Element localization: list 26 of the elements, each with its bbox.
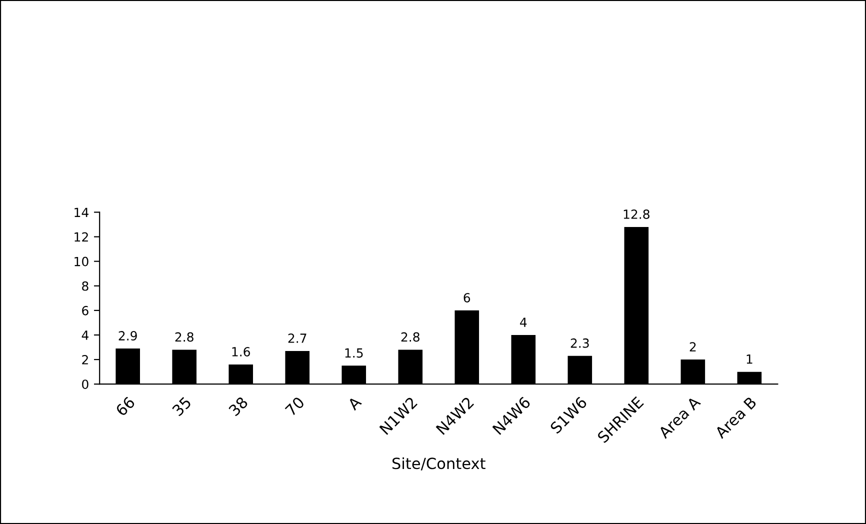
data-label: 2.9 bbox=[118, 331, 137, 341]
data-label: 2.8 bbox=[401, 332, 420, 342]
data-label: 1.5 bbox=[345, 348, 363, 358]
y-tick-label: 6 bbox=[82, 306, 88, 316]
y-tick-label: 4 bbox=[82, 330, 88, 340]
x-tick-label: 35 bbox=[172, 396, 192, 416]
data-label: 2.8 bbox=[175, 332, 194, 342]
x-tick-label: 70 bbox=[284, 396, 306, 416]
data-label: 1.6 bbox=[232, 347, 250, 356]
x-tick-label: 66 bbox=[115, 396, 136, 417]
y-tick-label: 14 bbox=[74, 208, 88, 217]
data-label: 2 bbox=[690, 342, 696, 352]
y-tick-label: 10 bbox=[74, 256, 88, 266]
data-label: 2.7 bbox=[288, 334, 306, 343]
y-tick-label: 8 bbox=[82, 281, 88, 291]
y-tick-label: 12 bbox=[74, 232, 88, 242]
x-tick-label: A bbox=[346, 396, 362, 411]
data-label: 12.8 bbox=[624, 210, 650, 219]
data-label: 4 bbox=[520, 318, 527, 327]
data-label: 1 bbox=[746, 354, 752, 364]
y-tick-label: 2 bbox=[82, 355, 88, 364]
data-label: 6 bbox=[464, 293, 470, 302]
data-label: 2.3 bbox=[570, 338, 589, 348]
x-axis-title: Site/Context bbox=[392, 457, 486, 470]
x-tick-label: 38 bbox=[228, 396, 248, 416]
y-tick-label: 0 bbox=[82, 380, 88, 390]
